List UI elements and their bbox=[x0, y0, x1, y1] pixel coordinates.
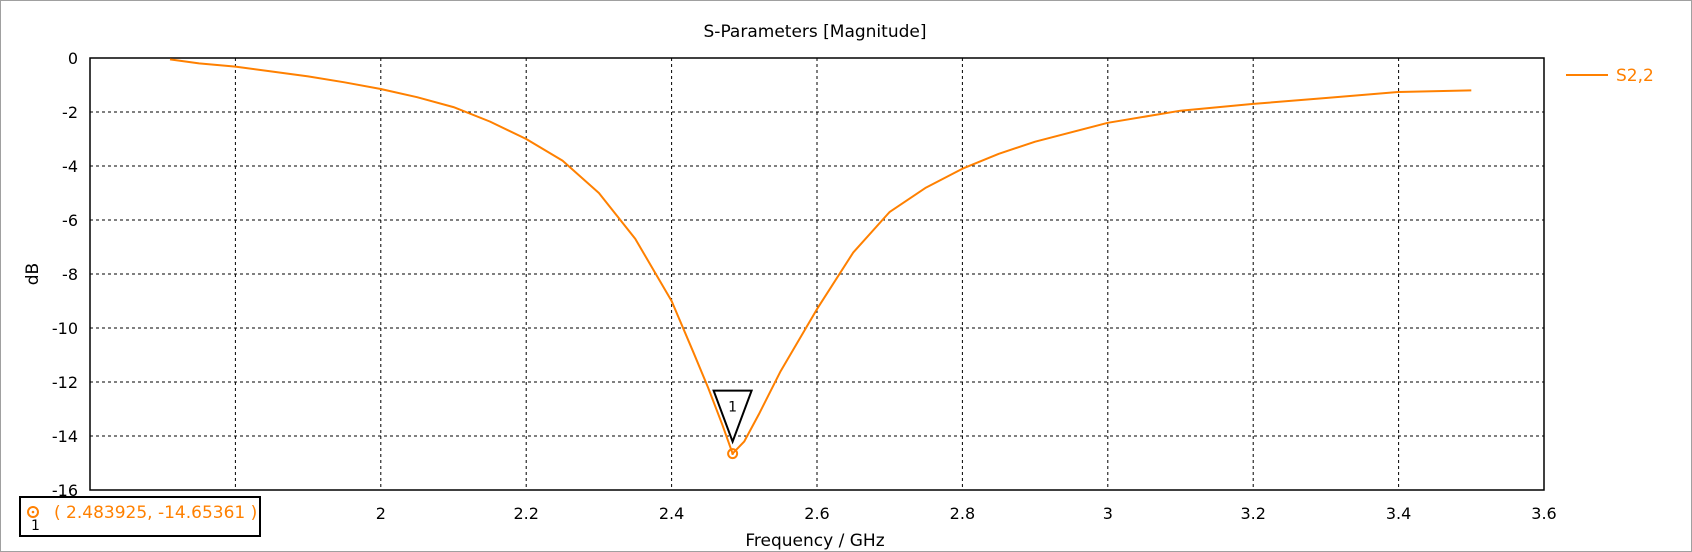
marker-point-center bbox=[731, 452, 734, 455]
x-tick-label: 3.2 bbox=[1240, 504, 1265, 523]
grid-lines bbox=[90, 58, 1544, 490]
marker-id-label: 1 bbox=[728, 400, 737, 416]
y-tick-label: 0 bbox=[68, 49, 78, 68]
y-tick-label: -2 bbox=[62, 103, 78, 122]
y-tick-label: -10 bbox=[52, 319, 78, 338]
x-axis-ticks: 1.822.22.42.62.833.23.43.6 bbox=[223, 504, 1557, 523]
marker-layer: 1 bbox=[712, 389, 754, 460]
legend[interactable]: S2,2 bbox=[1566, 66, 1654, 86]
marker-readout-box[interactable]: 1 ( 2.483925, -14.65361 ) bbox=[19, 496, 261, 537]
marker-readout-id: 1 bbox=[31, 518, 40, 534]
x-tick-label: 2.6 bbox=[804, 504, 829, 523]
x-tick-label: 2 bbox=[376, 504, 386, 523]
y-tick-label: -16 bbox=[52, 481, 78, 500]
x-tick-label: 3 bbox=[1103, 504, 1113, 523]
x-axis-label: Frequency / GHz bbox=[745, 531, 884, 551]
marker-pointer-triangle[interactable] bbox=[712, 389, 754, 445]
chart-title: S-Parameters [Magnitude] bbox=[704, 22, 927, 42]
y-tick-label: -12 bbox=[52, 373, 78, 392]
series-line-s22 bbox=[169, 58, 1472, 455]
legend-label-s22: S2,2 bbox=[1616, 66, 1654, 86]
y-tick-label: -6 bbox=[62, 211, 78, 230]
marker-dot-icon bbox=[31, 510, 35, 514]
x-tick-label: 2.4 bbox=[659, 504, 684, 523]
y-tick-label: -4 bbox=[62, 157, 78, 176]
y-axis-label: dB bbox=[23, 263, 43, 285]
plot-area bbox=[89, 57, 1545, 491]
x-tick-label: 2.2 bbox=[513, 504, 538, 523]
x-tick-label: 3.6 bbox=[1531, 504, 1556, 523]
x-tick-label: 2.8 bbox=[950, 504, 975, 523]
y-axis-ticks: 0 -2 -4 -6 -8 -10 -12 -14 -16 bbox=[52, 49, 78, 500]
y-tick-label: -8 bbox=[62, 265, 78, 284]
marker-point[interactable] bbox=[727, 448, 739, 460]
y-tick-label: -14 bbox=[52, 427, 78, 446]
marker-readout-value: ( 2.483925, -14.65361 ) bbox=[54, 503, 257, 523]
marker-circle-icon bbox=[27, 506, 39, 518]
x-tick-label: 3.4 bbox=[1386, 504, 1411, 523]
series-layer bbox=[169, 58, 1472, 455]
